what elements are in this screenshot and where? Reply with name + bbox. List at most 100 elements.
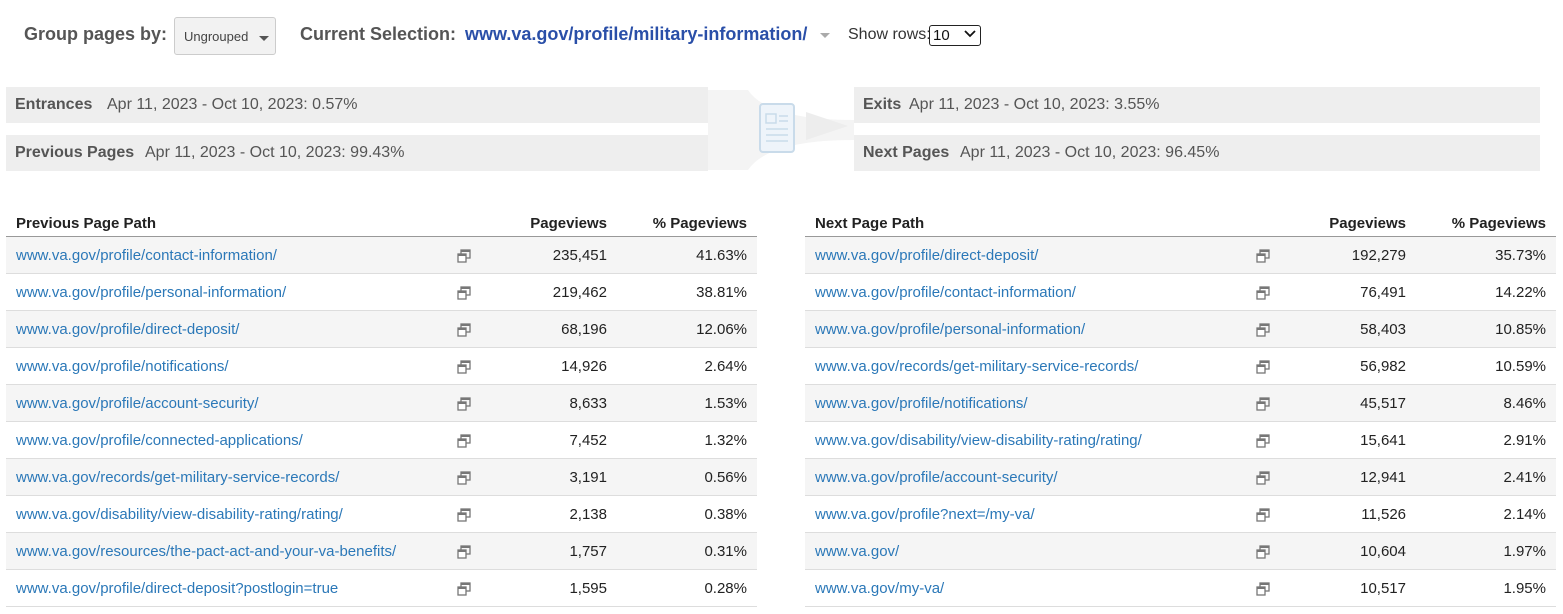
- open-in-new-window-icon[interactable]: [457, 248, 471, 263]
- page-document-icon: [759, 103, 795, 153]
- page-path-link[interactable]: www.va.gov/profile/personal-information/: [6, 273, 436, 311]
- page-path-link[interactable]: www.va.gov/profile/contact-information/: [6, 236, 436, 274]
- page-path-link[interactable]: www.va.gov/profile/personal-information/: [805, 310, 1235, 348]
- open-in-new-window-icon[interactable]: [457, 322, 471, 337]
- page-path-link[interactable]: www.va.gov/profile?next=/my-va/: [805, 495, 1235, 533]
- open-in-new-window-icon[interactable]: [457, 507, 471, 522]
- open-in-new-window-icon[interactable]: [1256, 507, 1270, 522]
- open-page-cell[interactable]: [436, 421, 477, 459]
- page-flow-graphic: [708, 90, 854, 170]
- open-page-cell[interactable]: [436, 347, 477, 385]
- open-in-new-window-icon[interactable]: [1256, 285, 1270, 300]
- column-header-pct-pageviews[interactable]: % Pageviews: [1416, 206, 1556, 237]
- open-in-new-window-icon[interactable]: [457, 433, 471, 448]
- pageviews-cell: 11,526: [1276, 495, 1416, 533]
- current-selection-value[interactable]: www.va.gov/profile/military-information/: [465, 24, 808, 44]
- page-path-link[interactable]: www.va.gov/my-va/: [805, 569, 1235, 607]
- open-page-cell[interactable]: [1235, 310, 1276, 348]
- page-path-link[interactable]: www.va.gov/profile/notifications/: [805, 384, 1235, 422]
- open-in-new-window-icon[interactable]: [1256, 544, 1270, 559]
- open-page-cell[interactable]: [1235, 236, 1276, 274]
- table-row: www.va.gov/my-va/10,517 1.95%: [805, 569, 1556, 607]
- open-in-new-window-icon[interactable]: [457, 396, 471, 411]
- open-in-new-window-icon[interactable]: [457, 544, 471, 559]
- pageviews-cell: 7,452: [477, 421, 617, 459]
- table-row: www.va.gov/profile/contact-information/2…: [6, 236, 757, 274]
- table-row: www.va.gov/profile/notifications/14,926 2…: [6, 347, 757, 385]
- page-path-link[interactable]: www.va.gov/profile/direct-deposit/: [6, 310, 436, 348]
- table-row: www.va.gov/disability/view-disability-ra…: [805, 421, 1556, 459]
- page-path-link[interactable]: www.va.gov/profile/notifications/: [6, 347, 436, 385]
- open-page-cell[interactable]: [436, 273, 477, 311]
- page-path-link[interactable]: www.va.gov/profile/connected-application…: [6, 421, 436, 459]
- page-path-link[interactable]: www.va.gov/records/get-military-service-…: [805, 347, 1235, 385]
- open-page-cell[interactable]: [436, 458, 477, 496]
- open-page-cell[interactable]: [1235, 569, 1276, 607]
- group-pages-value: Ungrouped: [184, 29, 249, 44]
- open-page-cell[interactable]: [436, 310, 477, 348]
- open-in-new-window-icon[interactable]: [457, 359, 471, 374]
- pct-pageviews-cell: 12.06%: [617, 310, 757, 348]
- open-in-new-window-icon[interactable]: [1256, 470, 1270, 485]
- page-path-link[interactable]: www.va.gov/profile/contact-information/: [805, 273, 1235, 311]
- pageviews-cell: 1,757: [477, 532, 617, 570]
- open-in-new-window-icon[interactable]: [1256, 433, 1270, 448]
- page-path-link[interactable]: www.va.gov/profile/account-security/: [805, 458, 1235, 496]
- page-path-link[interactable]: www.va.gov/disability/view-disability-ra…: [805, 421, 1235, 459]
- page-path-link[interactable]: www.va.gov/: [805, 532, 1235, 570]
- open-page-cell[interactable]: [1235, 347, 1276, 385]
- page-path-link[interactable]: www.va.gov/disability/view-disability-ra…: [6, 495, 436, 533]
- pageviews-cell: 10,517: [1276, 569, 1416, 607]
- pageviews-cell: 15,641: [1276, 421, 1416, 459]
- pageviews-cell: 2,138: [477, 495, 617, 533]
- open-in-new-window-icon[interactable]: [1256, 359, 1270, 374]
- open-page-cell[interactable]: [1235, 458, 1276, 496]
- toolbar: Group pages by: Ungrouped Current Select…: [0, 0, 1563, 72]
- selection-caret-down-icon[interactable]: [820, 33, 830, 38]
- open-in-new-window-icon[interactable]: [457, 285, 471, 300]
- open-page-cell[interactable]: [1235, 273, 1276, 311]
- table-row: www.va.gov/disability/view-disability-ra…: [6, 495, 757, 533]
- show-rows-select[interactable]: 10: [929, 25, 981, 46]
- column-header-path[interactable]: Previous Page Path: [6, 206, 436, 237]
- column-header-pageviews[interactable]: Pageviews: [1276, 206, 1416, 237]
- open-page-cell[interactable]: [436, 384, 477, 422]
- previous-pages-value: Apr 11, 2023 - Oct 10, 2023: 99.43%: [145, 144, 405, 161]
- open-in-new-window-icon[interactable]: [1256, 248, 1270, 263]
- page-path-link[interactable]: www.va.gov/profile/direct-deposit/: [805, 236, 1235, 274]
- open-page-cell[interactable]: [1235, 532, 1276, 570]
- column-header-path[interactable]: Next Page Path: [805, 206, 1235, 237]
- open-in-new-window-icon[interactable]: [457, 470, 471, 485]
- table-row: www.va.gov/profile/direct-deposit/192,27…: [805, 236, 1556, 274]
- open-page-cell[interactable]: [436, 569, 477, 607]
- open-page-cell[interactable]: [1235, 384, 1276, 422]
- pct-pageviews-cell: 38.81%: [617, 273, 757, 311]
- page-path-link[interactable]: www.va.gov/profile/direct-deposit?postlo…: [6, 569, 436, 607]
- open-in-new-window-icon[interactable]: [1256, 322, 1270, 337]
- open-in-new-window-icon[interactable]: [1256, 396, 1270, 411]
- open-page-cell[interactable]: [436, 532, 477, 570]
- pct-pageviews-cell: 1.53%: [617, 384, 757, 422]
- open-page-cell[interactable]: [436, 236, 477, 274]
- exits-bar: Exits Apr 11, 2023 - Oct 10, 2023: 3.55%: [854, 87, 1540, 123]
- pct-pageviews-cell: 10.59%: [1416, 347, 1556, 385]
- page-path-link[interactable]: www.va.gov/records/get-military-service-…: [6, 458, 436, 496]
- group-pages-dropdown[interactable]: Ungrouped: [174, 17, 276, 55]
- column-header-pct-pageviews[interactable]: % Pageviews: [617, 206, 757, 237]
- open-page-cell[interactable]: [436, 495, 477, 533]
- next-pages-table: Next Page Path Pageviews % Pageviews www…: [805, 206, 1556, 607]
- pct-pageviews-cell: 1.95%: [1416, 569, 1556, 607]
- next-pages-bar: Next Pages Apr 11, 2023 - Oct 10, 2023: …: [854, 135, 1540, 171]
- open-in-new-window-icon[interactable]: [457, 581, 471, 596]
- open-page-cell[interactable]: [1235, 421, 1276, 459]
- open-in-new-window-icon[interactable]: [1256, 581, 1270, 596]
- page-path-link[interactable]: www.va.gov/profile/account-security/: [6, 384, 436, 422]
- pct-pageviews-cell: 2.14%: [1416, 495, 1556, 533]
- pageviews-cell: 219,462: [477, 273, 617, 311]
- table-row: www.va.gov/profile/direct-deposit?postlo…: [6, 569, 757, 607]
- table-row: www.va.gov/records/get-military-service-…: [6, 458, 757, 496]
- open-page-cell[interactable]: [1235, 495, 1276, 533]
- page-path-link[interactable]: www.va.gov/resources/the-pact-act-and-yo…: [6, 532, 436, 570]
- column-header-pageviews[interactable]: Pageviews: [477, 206, 617, 237]
- table-header-row: Previous Page Path Pageviews % Pageviews: [6, 206, 757, 237]
